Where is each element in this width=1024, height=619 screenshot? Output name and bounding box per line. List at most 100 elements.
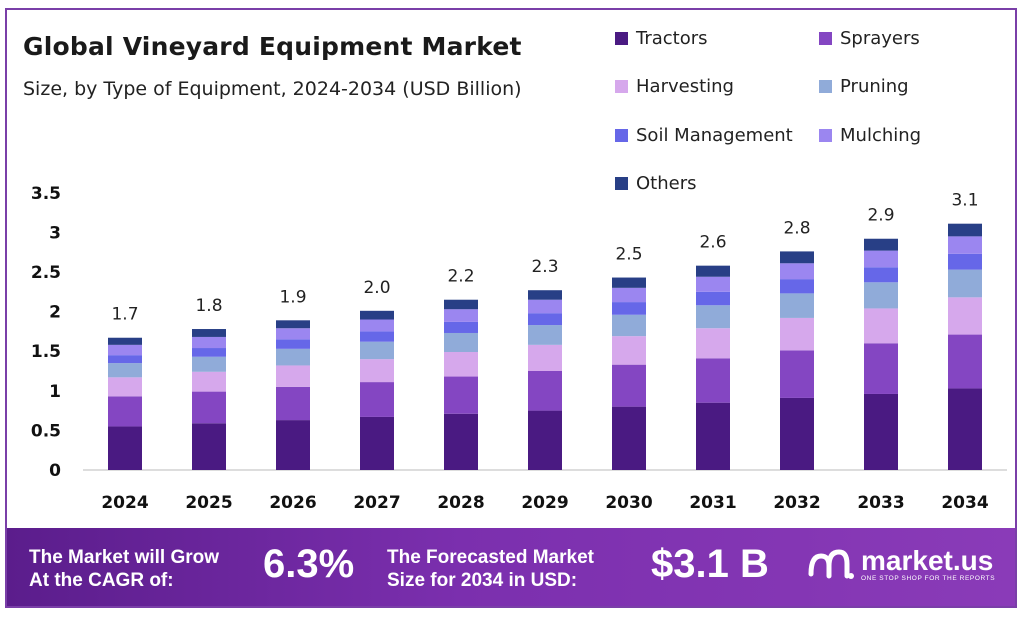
bar-total-label: 1.8 (195, 296, 222, 316)
legend-label: Soil Management (636, 125, 793, 146)
bar-total-label: 2.8 (783, 218, 810, 238)
bar-segment-others (528, 290, 562, 300)
bar-segment-pruning (444, 332, 478, 352)
bar-total-label: 2.9 (867, 206, 894, 226)
y-tick-label: 1 (49, 382, 61, 402)
y-tick-label: 1.5 (31, 342, 61, 362)
bar-segment-tractors (612, 406, 646, 470)
bar-segment-sprayers (864, 343, 898, 394)
y-tick-label: 3 (49, 223, 61, 243)
bar-segment-soil-management (360, 331, 394, 342)
bar-segment-others (360, 310, 394, 320)
bar-segment-harvesting (108, 377, 142, 397)
bar-segment-tractors (696, 402, 730, 470)
bar-segment-soil-management (696, 291, 730, 306)
y-tick-label: 0.5 (31, 421, 61, 441)
legend-swatch (615, 32, 628, 45)
legend-swatch (819, 80, 832, 93)
y-tick-label: 2 (49, 303, 61, 323)
y-tick-label: 3.5 (31, 184, 61, 204)
bar-segment-pruning (276, 348, 310, 366)
brand-tagline: ONE STOP SHOP FOR THE REPORTS (861, 574, 996, 582)
bar-segment-tractors (780, 397, 814, 470)
bar-total-label: 3.1 (951, 191, 978, 211)
bar-total-label: 2.2 (447, 267, 474, 287)
legend-item-soil-management: Soil Management (615, 125, 793, 146)
bar-segment-others (108, 337, 142, 345)
legend-item-others: Others (615, 173, 697, 194)
bar-segment-others (948, 223, 982, 237)
footer-banner: The Market will Grow At the CAGR of: 6.3… (7, 528, 1015, 606)
legend-label: Harvesting (636, 76, 734, 97)
bar-segment-pruning (864, 282, 898, 309)
forecast-label-line1: The Forecasted Market (387, 547, 594, 568)
legend-item-harvesting: Harvesting (615, 76, 734, 97)
bar-segment-tractors (864, 393, 898, 470)
bar-segment-mulching (192, 336, 226, 349)
bar-segment-pruning (612, 314, 646, 337)
bar-segment-soil-management (192, 348, 226, 357)
bar-segment-pruning (108, 363, 142, 378)
bar-chart: 0 0.5 1 1.5 2 2.5 3 3.5 1.7 2024 1.8 2025 1.9 2026 2.0… (31, 184, 1007, 513)
legend-swatch (615, 177, 628, 190)
bar-segment-harvesting (276, 365, 310, 387)
chart-frame: Global Vineyard Equipment Market Size, b… (5, 8, 1017, 608)
bar-segment-tractors (948, 388, 982, 470)
legend-item-tractors: Tractors (615, 28, 708, 49)
bar-segment-sprayers (780, 350, 814, 398)
bar-segment-harvesting (528, 344, 562, 371)
bar-segment-soil-management (948, 253, 982, 270)
bar-segment-pruning (948, 269, 982, 298)
bar-segment-others (612, 277, 646, 288)
bar-segment-sprayers (612, 364, 646, 407)
bar-segment-mulching (696, 276, 730, 292)
bar-segment-harvesting (444, 351, 478, 377)
y-tick-label: 0 (49, 461, 61, 481)
bar-segment-sprayers (360, 382, 394, 417)
cagr-label-line1: The Market will Grow (29, 547, 220, 568)
x-tick-label: 2031 (689, 493, 736, 513)
bar-segment-others (192, 329, 226, 337)
chart-title: Global Vineyard Equipment Market (23, 32, 522, 61)
x-tick-label: 2025 (185, 493, 232, 513)
bar-segment-mulching (276, 328, 310, 340)
bar-segment-mulching (360, 319, 394, 332)
bar-segment-sprayers (108, 396, 142, 427)
bar-segment-sprayers (192, 391, 226, 424)
bar-segment-pruning (696, 305, 730, 329)
x-tick-label: 2029 (521, 493, 568, 513)
bar-segment-tractors (276, 420, 310, 470)
bar-segment-soil-management (780, 279, 814, 294)
x-tick-label: 2026 (269, 493, 316, 513)
bar-segment-harvesting (360, 359, 394, 383)
bar-segment-others (696, 265, 730, 277)
brand-name: market.us (861, 544, 994, 576)
x-tick-label: 2030 (605, 493, 652, 513)
bar-segment-mulching (864, 250, 898, 268)
legend-swatch (615, 80, 628, 93)
bar-segment-harvesting (780, 317, 814, 351)
cagr-value: 6.3% (263, 542, 355, 586)
legend-item-mulching: Mulching (819, 125, 921, 146)
bar-segment-sprayers (948, 334, 982, 389)
bar-segment-mulching (948, 236, 982, 254)
bar-segment-others (780, 251, 814, 264)
legend-swatch (615, 129, 628, 142)
bar-segment-sprayers (696, 358, 730, 403)
x-tick-label: 2027 (353, 493, 400, 513)
bar-segment-mulching (528, 299, 562, 314)
bar-segment-pruning (360, 341, 394, 360)
bar-segment-harvesting (612, 336, 646, 365)
legend-label: Mulching (840, 125, 922, 146)
bar-segment-others (864, 238, 898, 251)
forecast-label-line2: Size for 2034 in USD: (387, 570, 578, 591)
bar-segment-soil-management (276, 339, 310, 349)
bar-segment-tractors (192, 423, 226, 470)
bar-segment-tractors (108, 426, 142, 470)
bar-segment-sprayers (444, 376, 478, 414)
x-tick-label: 2033 (857, 493, 904, 513)
bar-segment-harvesting (864, 308, 898, 344)
legend-item-sprayers: Sprayers (819, 28, 920, 49)
x-tick-label: 2032 (773, 493, 820, 513)
bar-total-label: 2.5 (615, 245, 642, 265)
